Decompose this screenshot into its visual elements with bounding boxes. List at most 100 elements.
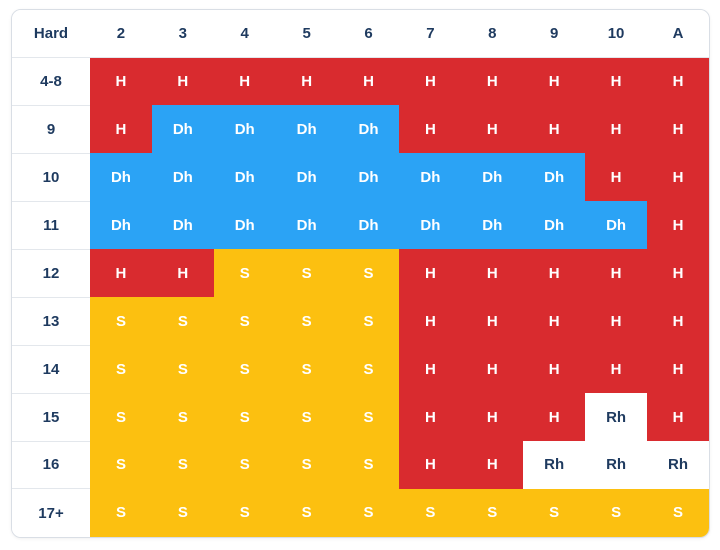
action-cell: S (213, 297, 276, 346)
table-row: 13 S S S S S H H H H H (12, 297, 709, 346)
action-cell: H (585, 153, 648, 202)
table-body: 4-8 H H H H H H H H H H 9 H Dh Dh Dh Dh H H H H H 10 Dh Dh Dh Dh Dh… (12, 57, 709, 537)
player-hand-label: 15 (12, 393, 90, 442)
action-cell: S (275, 488, 338, 537)
action-cell: H (399, 393, 462, 441)
action-cell: S (213, 441, 276, 489)
action-cell: S (337, 249, 400, 298)
action-cell: H (90, 57, 152, 106)
action-cell: S (337, 345, 400, 394)
action-cell: Dh (213, 201, 276, 250)
action-cell: Dh (151, 105, 214, 154)
action-cell: S (90, 441, 152, 489)
action-cell: Dh (90, 153, 152, 202)
action-cell: S (90, 345, 152, 394)
player-hand-label: 13 (12, 297, 90, 346)
action-cell: H (523, 345, 586, 394)
player-hand-label: 17+ (12, 488, 90, 537)
dealer-card-header: 4 (213, 10, 276, 58)
action-cell: S (337, 488, 400, 537)
action-cell: S (461, 488, 524, 537)
dealer-card-header: 8 (461, 10, 524, 58)
action-cell: H (523, 249, 586, 298)
action-cell: H (399, 57, 462, 106)
dealer-card-header: 3 (151, 10, 214, 58)
action-cell: H (523, 393, 586, 441)
action-cell: H (275, 57, 338, 106)
action-cell: Dh (523, 201, 586, 250)
hard-totals-table: Hard 2 3 4 5 6 7 8 9 10 A 4-8 H H H H H H H H H H 9 H Dh Dh Dh Dh… (12, 10, 709, 537)
table-row: 14 S S S S S H H H H H (12, 345, 709, 394)
action-cell: S (151, 297, 214, 346)
dealer-card-header: 5 (275, 10, 338, 58)
action-cell: H (461, 249, 524, 298)
action-cell: S (90, 393, 152, 441)
action-cell: H (647, 105, 709, 154)
action-cell: H (585, 297, 648, 346)
table-row: 17+ S S S S S S S S S S (12, 488, 709, 537)
action-cell: H (461, 57, 524, 106)
action-cell: H (399, 297, 462, 346)
action-cell: H (337, 57, 400, 106)
player-hand-label: 16 (12, 441, 90, 490)
action-cell: S (337, 297, 400, 346)
action-cell: S (213, 393, 276, 441)
action-cell: Dh (461, 201, 524, 250)
table-row: 11 Dh Dh Dh Dh Dh Dh Dh Dh Dh H (12, 201, 709, 250)
action-cell: S (213, 249, 276, 298)
action-cell: S (337, 393, 400, 441)
action-cell: Dh (90, 201, 152, 250)
action-cell: H (399, 249, 462, 298)
dealer-card-header: 7 (399, 10, 462, 58)
action-cell: H (461, 345, 524, 394)
action-cell: Dh (275, 201, 338, 250)
action-cell: H (399, 441, 462, 489)
action-cell: H (585, 249, 648, 298)
action-cell: Dh (151, 201, 214, 250)
table-row: 16 S S S S S H H Rh Rh Rh (12, 441, 709, 490)
dealer-card-header: 9 (523, 10, 586, 58)
action-cell: S (151, 393, 214, 441)
action-cell: Dh (337, 153, 400, 202)
action-cell: Rh (647, 441, 709, 489)
player-hand-label: 12 (12, 249, 90, 298)
action-cell: Dh (461, 153, 524, 202)
action-cell: H (461, 105, 524, 154)
action-cell: Dh (585, 201, 648, 250)
action-cell: S (585, 488, 648, 537)
action-cell: S (399, 488, 462, 537)
player-hand-label: 10 (12, 153, 90, 202)
action-cell: Dh (213, 153, 276, 202)
action-cell: H (151, 249, 214, 298)
dealer-card-header: A (647, 10, 709, 58)
action-cell: S (523, 488, 586, 537)
player-hand-label: 14 (12, 345, 90, 394)
action-cell: H (461, 441, 524, 489)
action-cell: S (213, 345, 276, 394)
action-cell: Rh (585, 393, 648, 441)
corner-label: Hard (12, 10, 90, 58)
action-cell: Rh (523, 441, 586, 489)
action-cell: H (647, 393, 709, 441)
action-cell: S (151, 441, 214, 489)
strategy-chart: Hard 2 3 4 5 6 7 8 9 10 A 4-8 H H H H H H H H H H 9 H Dh Dh Dh Dh… (11, 9, 710, 538)
action-cell: S (275, 441, 338, 489)
action-cell: H (151, 57, 214, 106)
action-cell: S (275, 393, 338, 441)
action-cell: Dh (399, 201, 462, 250)
action-cell: S (337, 441, 400, 489)
action-cell: H (523, 57, 586, 106)
action-cell: Dh (337, 201, 400, 250)
action-cell: S (151, 345, 214, 394)
action-cell: Dh (275, 153, 338, 202)
action-cell: S (90, 488, 152, 537)
action-cell: H (647, 249, 709, 298)
table-row: 4-8 H H H H H H H H H H (12, 57, 709, 106)
action-cell: S (275, 297, 338, 346)
action-cell: S (151, 488, 214, 537)
dealer-card-header: 2 (90, 10, 152, 58)
action-cell: H (585, 57, 648, 106)
action-cell: S (647, 488, 709, 537)
action-cell: S (90, 297, 152, 346)
action-cell: Dh (213, 105, 276, 154)
